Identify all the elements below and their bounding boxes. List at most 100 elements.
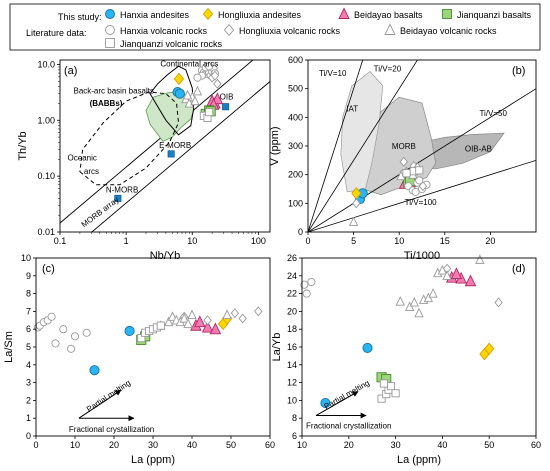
y-tick-label: 10.0 bbox=[37, 59, 55, 69]
mantle-array-line bbox=[91, 81, 270, 232]
x-tick-label: 50 bbox=[226, 440, 236, 450]
panel-d: 10 20 30 40 50 60 6 8 10 12 14 16 18 20 22 24 26 La (ppm)… bbox=[271, 253, 541, 466]
partial-melting-label: Partial melting bbox=[85, 378, 132, 414]
x-tick-label: 50 bbox=[484, 440, 494, 450]
panel-tag: (b) bbox=[512, 65, 525, 77]
partial-melting-arrow bbox=[315, 391, 359, 416]
x-tick-label: 20 bbox=[109, 440, 119, 450]
annotation-mantle-array: MORB array bbox=[80, 195, 121, 229]
x-axis-label: La (ppm) bbox=[131, 454, 175, 466]
data-point-hx bbox=[362, 342, 373, 353]
data-point-hx_lit bbox=[302, 289, 311, 298]
ratio-line bbox=[308, 60, 364, 232]
data-point-bd bbox=[194, 315, 206, 328]
legend-this-study-label: This study: bbox=[58, 12, 102, 22]
panel-points bbox=[348, 156, 431, 227]
x-axis-label: Nb/Yb bbox=[150, 250, 181, 262]
data-point-bd_lit bbox=[183, 318, 193, 328]
y-tick-label: 4 bbox=[26, 360, 31, 370]
continental-arcs-field bbox=[149, 65, 195, 136]
data-point-jq_lit bbox=[391, 389, 400, 398]
data-point-hl_lit bbox=[210, 70, 220, 81]
iat-field bbox=[340, 70, 384, 193]
reference-point-marker bbox=[167, 150, 175, 158]
annotation-continental-arcs: Continental arcs bbox=[160, 59, 218, 68]
data-point-bd_lit bbox=[222, 309, 232, 320]
data-point-jq_lit bbox=[205, 108, 214, 117]
y-tick-label: 500 bbox=[288, 84, 303, 94]
legend-label-bd: Beidayao basalts bbox=[354, 10, 423, 20]
y-tick-label: 12 bbox=[287, 378, 297, 388]
data-point-jq_lit bbox=[415, 166, 424, 175]
panel-c: 0 10 20 30 40 50 60 0 1 2 3 4 5 6 7 8 9 10 La (ppm) La/Sm (c… bbox=[3, 253, 275, 466]
y-tick-label: 300 bbox=[288, 141, 303, 151]
data-point-bd_lit bbox=[167, 311, 178, 321]
data-point-hl_lit bbox=[213, 78, 222, 89]
y-axis-label: V (ppm) bbox=[269, 126, 281, 165]
legend-label-hx_lit: Hanxia volcanic rocks bbox=[120, 26, 208, 36]
data-point-bd_lit bbox=[409, 296, 420, 307]
y-tick-label: 10 bbox=[21, 253, 31, 263]
ratio-line-label: Ti/V=100 bbox=[405, 198, 437, 207]
panel-a: 0.1 1 10 100 0.01 0.10 1.00 10.0 Nb/Yb Th/Yb (a) Co… bbox=[17, 59, 271, 262]
field-label-morb: MORB bbox=[392, 142, 416, 151]
x-tick-label: 20 bbox=[485, 236, 495, 246]
legend-marker-jq_lit bbox=[105, 38, 115, 48]
legend-literature-label: Literature data: bbox=[26, 28, 87, 38]
legend-marker-hx bbox=[105, 9, 115, 19]
data-point-bd_lit bbox=[414, 307, 424, 318]
data-point-hx bbox=[174, 88, 185, 99]
fractional-crystallization-label: Fractional crystallization bbox=[69, 425, 154, 434]
data-point-hl_lit bbox=[399, 156, 408, 167]
data-point-hx bbox=[124, 325, 135, 337]
y-tick-label: 0 bbox=[298, 227, 303, 237]
y-tick-label: 400 bbox=[288, 112, 303, 122]
data-point-hx_lit bbox=[70, 332, 80, 341]
legend-marker-hl bbox=[202, 7, 214, 21]
ratio-line-label: Ti/V=10 bbox=[319, 69, 347, 78]
data-point-hx_lit bbox=[193, 73, 202, 82]
x-tick-label: 20 bbox=[344, 440, 354, 450]
data-point-hx_lit bbox=[411, 187, 420, 196]
data-point-hx_lit bbox=[59, 325, 68, 334]
data-point-hx_lit bbox=[300, 280, 309, 289]
data-point-jq_lit bbox=[156, 321, 165, 330]
data-point-hl_lit bbox=[230, 308, 240, 319]
data-point-bd bbox=[209, 322, 222, 335]
panel-background bbox=[60, 60, 270, 232]
legend-marker-jq bbox=[442, 9, 452, 19]
data-point-bd_lit bbox=[182, 89, 193, 100]
discrimination-fields bbox=[308, 60, 536, 232]
y-tick-label: 14 bbox=[287, 360, 297, 370]
data-point-hl_lit bbox=[254, 306, 263, 317]
x-tick-label: 10 bbox=[297, 440, 307, 450]
y-tick-label: 8 bbox=[26, 289, 31, 299]
data-point-hl_lit bbox=[238, 313, 247, 324]
y-tick-label: 9 bbox=[26, 271, 31, 281]
data-point-hl_lit bbox=[203, 315, 212, 326]
x-tick-label: 0.1 bbox=[54, 236, 67, 246]
data-point-bd bbox=[450, 267, 463, 280]
trend-arrows bbox=[78, 389, 135, 422]
data-point-hl_lit bbox=[352, 198, 361, 209]
legend-marker-bd_lit bbox=[384, 23, 396, 35]
ratio-line-label: Ti/V=50 bbox=[479, 109, 507, 118]
panel-points bbox=[172, 62, 224, 123]
legend: This study: Literature data: Hanxia ande… bbox=[9, 3, 541, 51]
data-point-bd_lit bbox=[475, 254, 485, 264]
data-point-bd_lit bbox=[179, 312, 189, 323]
data-point-bd_lit bbox=[442, 270, 452, 280]
reference-point-label: N-MORB bbox=[106, 185, 138, 194]
reference-point-marker bbox=[222, 103, 230, 111]
y-axis-label: Th/Yb bbox=[17, 131, 29, 160]
y-axis-label: La/Sm bbox=[3, 331, 15, 363]
y-tick-label: 100 bbox=[288, 198, 303, 208]
panel-tag: (d) bbox=[512, 263, 525, 275]
x-axis-label: Ti/1000 bbox=[404, 250, 440, 262]
y-tick-label: 7 bbox=[26, 306, 31, 316]
y-tick-label: 2 bbox=[26, 395, 31, 405]
x-tick-label: 40 bbox=[437, 440, 447, 450]
x-tick-label: 60 bbox=[531, 440, 541, 450]
y-tick-label: 8 bbox=[292, 413, 297, 423]
